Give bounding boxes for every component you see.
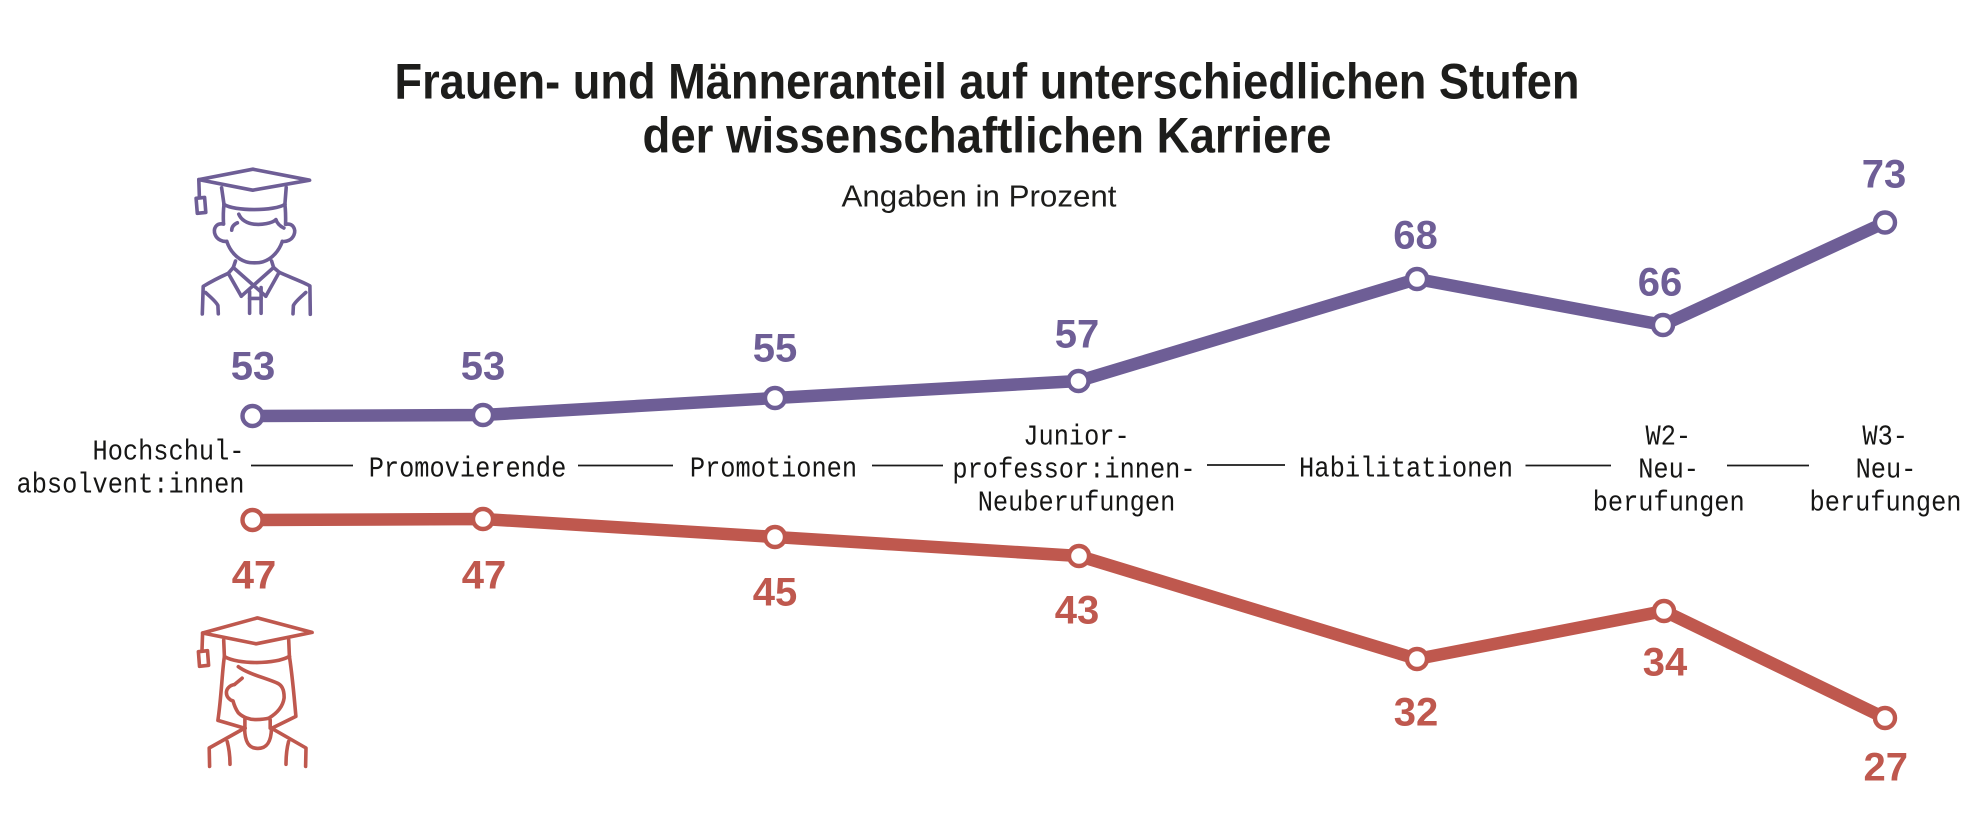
svg-text:Neu-: Neu-	[1638, 454, 1699, 487]
svg-text:Promotionen: Promotionen	[690, 453, 857, 486]
svg-text:berufungen: berufungen	[1810, 487, 1962, 520]
svg-text:W3-: W3-	[1862, 421, 1908, 454]
svg-text:Frauen- und Männeranteil auf u: Frauen- und Männeranteil auf unterschied…	[395, 53, 1580, 109]
svg-text:55: 55	[753, 327, 798, 371]
svg-text:47: 47	[462, 554, 507, 598]
svg-text:berufungen: berufungen	[1593, 487, 1745, 520]
svg-text:53: 53	[231, 345, 276, 389]
svg-text:Promovierende: Promovierende	[369, 453, 567, 486]
svg-text:27: 27	[1864, 746, 1909, 790]
svg-text:der wissenschaftlichen Karrier: der wissenschaftlichen Karriere	[643, 107, 1332, 163]
svg-text:Junior-: Junior-	[1023, 421, 1129, 454]
svg-text:34: 34	[1643, 641, 1688, 685]
svg-text:professor:innen-: professor:innen-	[952, 454, 1195, 487]
svg-text:43: 43	[1055, 589, 1100, 633]
svg-text:Neu-: Neu-	[1856, 454, 1917, 487]
svg-text:Hochschul-: Hochschul-	[93, 436, 245, 469]
svg-text:47: 47	[232, 554, 277, 598]
svg-text:32: 32	[1394, 691, 1439, 735]
svg-text:Neuberufungen: Neuberufungen	[978, 487, 1176, 520]
svg-text:73: 73	[1862, 153, 1907, 197]
svg-text:66: 66	[1638, 261, 1683, 305]
svg-text:Habilitationen: Habilitationen	[1299, 453, 1513, 486]
svg-text:53: 53	[461, 345, 506, 389]
svg-text:Angaben in Prozent: Angaben in Prozent	[842, 178, 1117, 213]
svg-text:68: 68	[1393, 213, 1438, 257]
svg-text:absolvent:innen: absolvent:innen	[17, 469, 245, 502]
svg-text:W2-: W2-	[1646, 421, 1692, 454]
svg-text:57: 57	[1055, 313, 1100, 357]
svg-text:45: 45	[753, 571, 798, 615]
